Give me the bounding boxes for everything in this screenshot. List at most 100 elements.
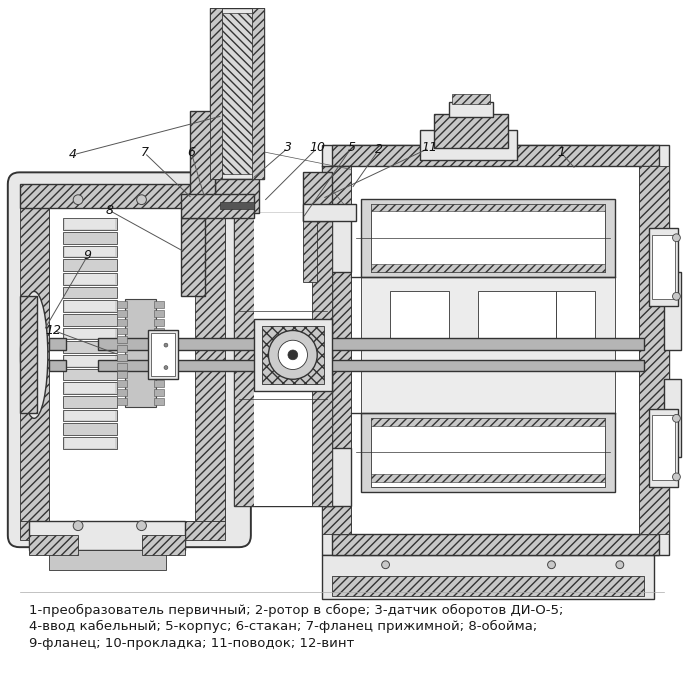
Bar	[64, 355, 117, 367]
Bar	[371, 264, 606, 272]
Bar	[332, 577, 644, 596]
Bar	[302, 184, 317, 281]
Bar	[65, 246, 116, 256]
Bar	[181, 194, 254, 218]
Bar	[361, 276, 615, 414]
Bar	[371, 419, 606, 426]
Circle shape	[547, 561, 555, 568]
Text: 6: 6	[188, 146, 195, 160]
Text: 5: 5	[347, 141, 356, 155]
Bar	[49, 550, 166, 570]
Bar	[154, 301, 164, 308]
Bar	[435, 114, 508, 148]
Bar	[65, 328, 116, 338]
Circle shape	[74, 195, 83, 204]
Bar	[449, 102, 493, 117]
Bar	[215, 179, 259, 214]
FancyBboxPatch shape	[8, 172, 251, 547]
Bar	[154, 328, 164, 335]
Bar	[117, 310, 127, 317]
Bar	[20, 209, 49, 521]
Text: 4: 4	[69, 148, 77, 161]
Bar	[210, 8, 263, 179]
Circle shape	[673, 234, 680, 241]
Bar	[141, 536, 186, 555]
Text: 9-фланец; 10-прокладка; 11-поводок; 12-винт: 9-фланец; 10-прокладка; 11-поводок; 12-в…	[29, 637, 354, 650]
Bar	[649, 228, 678, 306]
Bar	[322, 555, 654, 599]
Bar	[322, 447, 351, 506]
Circle shape	[74, 521, 83, 531]
Bar	[154, 354, 164, 360]
Text: 1-преобразователь первичный; 2-ротор в сборе; 3-датчик оборотов ДИ-О-5;: 1-преобразователь первичный; 2-ротор в с…	[29, 604, 564, 617]
Bar	[652, 234, 676, 299]
Bar	[371, 204, 606, 272]
Bar	[151, 333, 175, 377]
Bar	[371, 419, 606, 486]
Bar	[154, 380, 164, 387]
Bar	[639, 167, 668, 533]
Bar	[332, 533, 659, 555]
Circle shape	[164, 343, 168, 347]
Text: 4-ввод кабельный; 5-корпус; 6-стакан; 7-фланец прижимной; 8-обойма;: 4-ввод кабельный; 5-корпус; 6-стакан; 7-…	[29, 620, 538, 634]
Text: 8: 8	[105, 204, 113, 217]
Bar	[664, 379, 681, 457]
Bar	[64, 382, 117, 394]
Bar	[154, 345, 164, 352]
Circle shape	[164, 365, 168, 370]
Bar	[452, 94, 490, 104]
Bar	[117, 380, 127, 387]
Bar	[64, 286, 117, 298]
Bar	[20, 521, 225, 540]
Bar	[181, 218, 205, 296]
Bar	[234, 214, 254, 506]
Bar	[65, 410, 116, 420]
Bar	[310, 218, 325, 267]
Bar	[148, 330, 178, 379]
Bar	[97, 360, 644, 372]
Bar	[64, 300, 117, 312]
Bar	[65, 274, 116, 284]
Bar	[49, 209, 225, 521]
Bar	[361, 414, 615, 491]
Bar	[664, 272, 681, 350]
Bar	[154, 398, 164, 405]
Circle shape	[136, 521, 146, 531]
Bar	[64, 273, 117, 285]
Bar	[117, 301, 127, 308]
Circle shape	[673, 293, 680, 300]
Bar	[254, 318, 332, 391]
Bar	[154, 318, 164, 326]
Bar	[556, 291, 596, 340]
Bar	[65, 383, 116, 393]
Bar	[64, 341, 117, 353]
Bar	[117, 345, 127, 352]
Text: 7: 7	[141, 146, 148, 160]
Bar	[64, 259, 117, 271]
Bar	[234, 214, 332, 506]
Bar	[322, 214, 351, 272]
Ellipse shape	[20, 291, 48, 419]
Bar	[125, 299, 156, 407]
Bar	[252, 8, 263, 179]
Bar	[20, 296, 37, 414]
Circle shape	[616, 561, 624, 568]
Bar	[117, 398, 127, 405]
Bar	[117, 363, 127, 370]
Bar	[64, 218, 117, 230]
Bar	[371, 204, 606, 211]
Text: 3: 3	[284, 141, 292, 155]
Bar	[652, 415, 676, 480]
Bar	[222, 13, 252, 174]
Bar	[64, 410, 117, 421]
Bar	[117, 318, 127, 326]
Text: 9: 9	[84, 248, 92, 262]
Bar	[262, 326, 324, 384]
Bar	[29, 536, 78, 555]
Bar	[65, 356, 116, 365]
Bar	[154, 363, 164, 370]
Bar	[117, 389, 127, 396]
Bar	[195, 209, 225, 521]
Bar	[649, 409, 678, 486]
Text: 11: 11	[421, 141, 438, 155]
